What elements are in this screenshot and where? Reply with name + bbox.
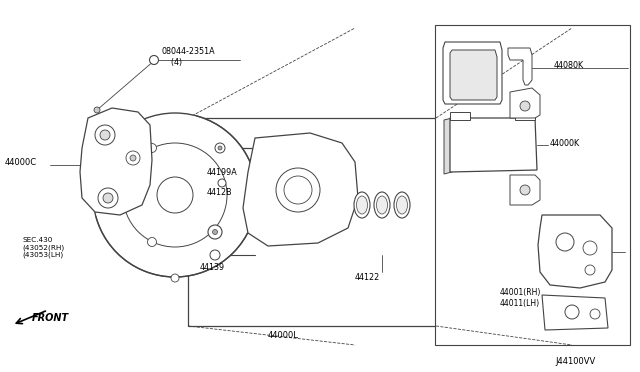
- Polygon shape: [538, 215, 612, 288]
- Text: 44000L: 44000L: [268, 331, 299, 340]
- Circle shape: [98, 188, 118, 208]
- Circle shape: [218, 179, 226, 187]
- Circle shape: [590, 309, 600, 319]
- Circle shape: [212, 230, 218, 234]
- Ellipse shape: [397, 196, 408, 214]
- Bar: [191, 131, 204, 137]
- Polygon shape: [510, 175, 540, 205]
- Circle shape: [93, 113, 257, 277]
- Text: SEC.430
(43052(RH)
(43053(LH): SEC.430 (43052(RH) (43053(LH): [22, 237, 64, 259]
- Circle shape: [123, 143, 227, 247]
- Ellipse shape: [520, 185, 530, 195]
- Text: 44000C: 44000C: [5, 157, 37, 167]
- Circle shape: [171, 274, 179, 282]
- Polygon shape: [444, 118, 452, 174]
- Bar: [230, 170, 242, 176]
- Circle shape: [218, 146, 222, 150]
- Circle shape: [556, 233, 574, 251]
- Ellipse shape: [376, 196, 387, 214]
- Text: 44122: 44122: [355, 273, 380, 282]
- Text: 44139: 44139: [200, 263, 225, 273]
- Circle shape: [583, 241, 597, 255]
- Circle shape: [210, 250, 220, 260]
- Text: J44100VV: J44100VV: [555, 357, 595, 366]
- Text: 44080K: 44080K: [554, 61, 584, 70]
- Ellipse shape: [374, 192, 390, 218]
- Circle shape: [565, 305, 579, 319]
- Bar: [215, 146, 227, 152]
- Polygon shape: [450, 118, 537, 172]
- Polygon shape: [542, 295, 608, 330]
- Text: 44001(RH)
44011(LH): 44001(RH) 44011(LH): [500, 288, 541, 308]
- Circle shape: [95, 125, 115, 145]
- Circle shape: [585, 265, 595, 275]
- Circle shape: [216, 144, 224, 152]
- Text: 4412B: 4412B: [207, 187, 232, 196]
- Ellipse shape: [356, 196, 367, 214]
- Circle shape: [126, 151, 140, 165]
- Circle shape: [94, 107, 100, 113]
- Ellipse shape: [520, 101, 530, 111]
- Polygon shape: [515, 112, 535, 120]
- Polygon shape: [443, 42, 502, 104]
- Bar: [116, 155, 128, 161]
- Circle shape: [100, 130, 110, 140]
- Circle shape: [284, 176, 312, 204]
- Polygon shape: [450, 112, 470, 120]
- Circle shape: [147, 144, 157, 153]
- Ellipse shape: [354, 192, 370, 218]
- Text: FRONT: FRONT: [32, 313, 69, 323]
- Polygon shape: [80, 108, 152, 215]
- Text: 44000K: 44000K: [550, 138, 580, 148]
- Circle shape: [130, 155, 136, 161]
- Circle shape: [103, 193, 113, 203]
- Text: 44199A: 44199A: [207, 167, 237, 176]
- Circle shape: [215, 143, 225, 153]
- Ellipse shape: [394, 192, 410, 218]
- Polygon shape: [510, 88, 540, 118]
- Polygon shape: [243, 133, 358, 246]
- Circle shape: [147, 237, 157, 247]
- Circle shape: [157, 177, 193, 213]
- Bar: [163, 127, 175, 133]
- Circle shape: [150, 55, 159, 64]
- Bar: [188, 118, 436, 326]
- Bar: [136, 136, 148, 142]
- Circle shape: [208, 225, 222, 239]
- Bar: [435, 25, 630, 345]
- Polygon shape: [450, 50, 497, 100]
- Text: 08044-2351A
    (4): 08044-2351A (4): [161, 47, 214, 67]
- Circle shape: [276, 168, 320, 212]
- Polygon shape: [508, 48, 532, 85]
